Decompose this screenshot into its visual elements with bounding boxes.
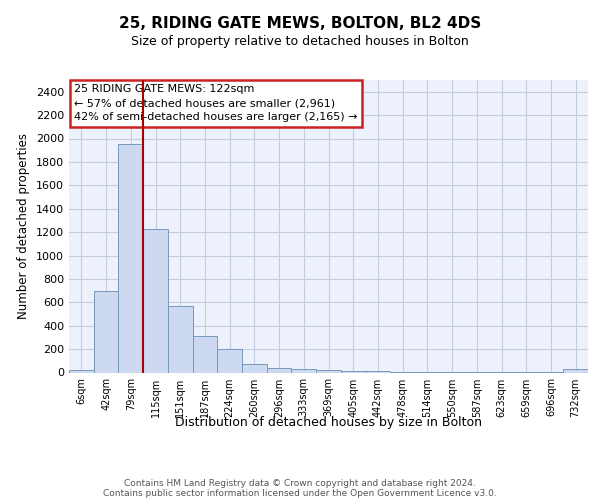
- Bar: [316, 370, 341, 372]
- Bar: [217, 349, 242, 372]
- Bar: [168, 306, 193, 372]
- Bar: [94, 290, 118, 372]
- Text: Contains HM Land Registry data © Crown copyright and database right 2024.: Contains HM Land Registry data © Crown c…: [124, 478, 476, 488]
- Bar: [292, 369, 316, 372]
- Bar: [242, 364, 267, 372]
- Bar: [267, 368, 292, 372]
- Text: Contains public sector information licensed under the Open Government Licence v3: Contains public sector information licen…: [103, 488, 497, 498]
- Text: Distribution of detached houses by size in Bolton: Distribution of detached houses by size …: [175, 416, 482, 429]
- Text: 25, RIDING GATE MEWS, BOLTON, BL2 4DS: 25, RIDING GATE MEWS, BOLTON, BL2 4DS: [119, 16, 481, 31]
- Bar: [118, 144, 143, 372]
- Bar: [193, 336, 217, 372]
- Bar: [341, 370, 365, 372]
- Text: Size of property relative to detached houses in Bolton: Size of property relative to detached ho…: [131, 35, 469, 48]
- Y-axis label: Number of detached properties: Number of detached properties: [17, 133, 31, 320]
- Bar: [563, 369, 588, 372]
- Text: 25 RIDING GATE MEWS: 122sqm
← 57% of detached houses are smaller (2,961)
42% of : 25 RIDING GATE MEWS: 122sqm ← 57% of det…: [74, 84, 358, 122]
- Bar: [143, 228, 168, 372]
- Bar: [69, 370, 94, 372]
